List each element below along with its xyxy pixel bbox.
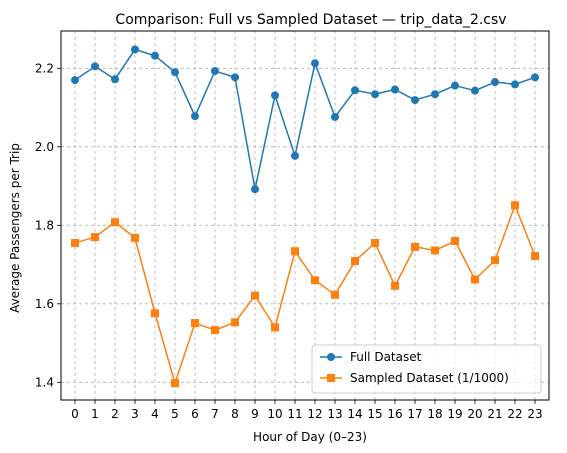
data-point <box>331 290 339 299</box>
data-point <box>291 151 299 160</box>
series-line-0 <box>74 48 536 190</box>
x-tick-label: 6 <box>191 407 199 421</box>
data-point <box>191 112 199 121</box>
x-tick-label: 10 <box>267 407 282 421</box>
x-tick-label: 7 <box>211 407 219 421</box>
series-layer <box>71 45 539 388</box>
data-point <box>111 218 119 227</box>
x-tick-label: 12 <box>307 407 322 421</box>
chart-title: Comparison: Full vs Sampled Dataset — tr… <box>115 12 506 28</box>
x-axis-label: Hour of Day (0–23) <box>253 430 367 444</box>
data-point <box>251 185 259 194</box>
data-point <box>271 323 279 332</box>
data-point <box>411 96 419 105</box>
y-tick-label: 1.6 <box>35 297 54 311</box>
x-tick-label: 19 <box>447 407 462 421</box>
data-point <box>391 85 399 94</box>
data-point <box>251 291 259 300</box>
data-point <box>471 86 479 95</box>
x-tick-label: 22 <box>507 407 522 421</box>
data-point <box>131 233 139 242</box>
legend-label: Sampled Dataset (1/1000) <box>350 371 509 385</box>
y-tick-label: 1.8 <box>35 218 54 232</box>
data-point <box>491 78 499 87</box>
data-point <box>171 379 179 388</box>
data-point <box>231 318 239 327</box>
data-point <box>491 256 499 265</box>
data-point <box>411 242 419 251</box>
legend-box <box>311 344 542 394</box>
data-point <box>371 238 379 247</box>
x-tick-label: 11 <box>287 407 302 421</box>
x-tick-label: 21 <box>487 407 502 421</box>
data-point <box>451 81 459 90</box>
data-point <box>451 237 459 246</box>
x-tick-label: 14 <box>347 407 362 421</box>
x-tick-label: 17 <box>407 407 422 421</box>
data-point <box>211 67 219 76</box>
legend-label: Full Dataset <box>350 350 422 364</box>
data-point <box>271 91 279 100</box>
x-tick-label: 9 <box>251 407 259 421</box>
x-tick-label: 0 <box>71 407 79 421</box>
y-tick-label: 2.2 <box>35 61 54 75</box>
data-point <box>531 251 539 260</box>
data-point <box>371 90 379 99</box>
x-tick-label: 15 <box>367 407 382 421</box>
data-point <box>351 257 359 266</box>
data-point <box>511 80 519 89</box>
x-tick-label: 3 <box>131 407 139 421</box>
data-point <box>311 276 319 285</box>
data-point <box>391 281 399 290</box>
x-tick-label: 13 <box>327 407 342 421</box>
data-point <box>511 201 519 210</box>
data-point <box>311 59 319 68</box>
data-point <box>131 45 139 54</box>
data-point <box>291 247 299 256</box>
data-point <box>211 326 219 335</box>
x-tick-label: 4 <box>151 407 159 421</box>
x-tick-label: 2 <box>111 407 119 421</box>
y-tick-label: 1.4 <box>35 375 54 389</box>
x-tick-label: 1 <box>91 407 99 421</box>
plot-frame <box>60 30 550 401</box>
legend-marker <box>327 353 335 361</box>
data-point <box>91 62 99 71</box>
data-point <box>331 112 339 121</box>
data-point <box>71 76 79 85</box>
data-point <box>471 275 479 284</box>
series-line-1 <box>74 204 536 384</box>
x-tick-label: 18 <box>427 407 442 421</box>
data-point <box>231 73 239 82</box>
data-point <box>431 90 439 99</box>
data-point <box>531 73 539 82</box>
x-tick-label: 16 <box>387 407 402 421</box>
x-tick-label: 20 <box>467 407 482 421</box>
data-point <box>111 75 119 84</box>
data-point <box>171 68 179 77</box>
legend: Full Dataset Sampled Dataset (1/1000) <box>311 344 542 394</box>
ticks: 0 1 2 3 4 5 6 7 8 9 10 11 12 13 14 15 16 17 18 19 20 21 22 231.… <box>35 61 543 421</box>
data-point <box>431 246 439 255</box>
legend-marker <box>327 374 335 382</box>
x-tick-label: 23 <box>527 407 542 421</box>
y-axis-label: Average Passengers per Trip <box>8 143 22 313</box>
data-point <box>91 233 99 242</box>
x-tick-label: 5 <box>171 407 179 421</box>
y-tick-label: 2.0 <box>35 140 54 154</box>
data-point <box>151 51 159 60</box>
data-point <box>351 86 359 95</box>
data-point <box>151 309 159 318</box>
x-tick-label: 8 <box>231 407 239 421</box>
data-point <box>191 319 199 328</box>
data-point <box>71 238 79 247</box>
